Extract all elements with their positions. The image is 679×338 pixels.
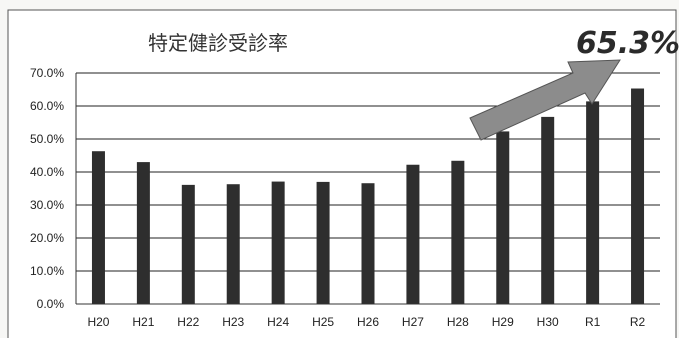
y-tick-label: 50.0% xyxy=(30,132,64,146)
y-tick-label: 10.0% xyxy=(30,264,64,278)
x-tick-label: H24 xyxy=(267,315,289,329)
upward-arrow xyxy=(469,59,621,141)
bars xyxy=(91,88,645,304)
y-tick-label: 20.0% xyxy=(30,231,64,245)
x-tick-label: H30 xyxy=(537,315,559,329)
x-tick-label: H21 xyxy=(132,315,154,329)
x-tick-label: H26 xyxy=(357,315,379,329)
bar xyxy=(316,181,330,304)
bar xyxy=(541,116,555,304)
y-tick-label: 0.0% xyxy=(37,297,65,311)
x-tick-label: H27 xyxy=(402,315,424,329)
y-tick-label: 60.0% xyxy=(30,99,64,113)
bar xyxy=(226,184,240,304)
x-tick-label: H28 xyxy=(447,315,469,329)
chart-title: 特定健診受診率 xyxy=(148,31,288,55)
bar xyxy=(136,162,150,304)
bar xyxy=(406,164,420,304)
bar xyxy=(91,151,105,304)
bar xyxy=(631,88,645,304)
x-tick-label: H29 xyxy=(492,315,514,329)
y-tick-label: 40.0% xyxy=(30,165,64,179)
x-tick-label: H22 xyxy=(177,315,199,329)
x-axis-ticks: H20 H21 H22 H23 H24 H25 H26 H27 H28 H29 H30 R1 R2 xyxy=(87,315,645,329)
bar xyxy=(271,181,285,304)
chart-frame xyxy=(7,9,677,338)
bar xyxy=(496,131,510,304)
x-tick-label: R2 xyxy=(630,315,646,329)
callout-label: 65.3% xyxy=(576,26,679,61)
x-tick-label: H20 xyxy=(87,315,109,329)
x-tick-label: R1 xyxy=(585,315,601,329)
y-axis-ticks: 0.0% 10.0% 20.0% 30.0% 40.0% 50.0% 60.0% 70.0% xyxy=(30,66,64,311)
bar xyxy=(181,184,195,304)
bar xyxy=(361,183,375,304)
x-tick-label: H23 xyxy=(222,315,244,329)
y-tick-label: 30.0% xyxy=(30,198,64,212)
bar xyxy=(586,101,600,304)
y-tick-label: 70.0% xyxy=(30,66,64,80)
x-tick-label: H25 xyxy=(312,315,334,329)
bar xyxy=(451,160,465,304)
